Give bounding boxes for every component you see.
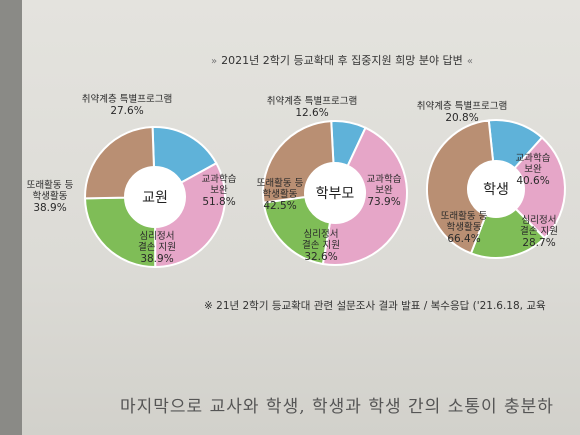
- slice-name-label: 또래활동 등: [257, 177, 304, 189]
- slice-label: 또래활동 등 학생활동 66.4%: [441, 210, 488, 245]
- slice-name-label: 또래활동 등: [441, 210, 488, 222]
- slice-name-label: 취약계층 특별프로그램: [417, 100, 507, 112]
- slice-value-label: 38.9%: [33, 202, 66, 214]
- slice-label: 심리정서 결손 지원 28.7%: [520, 215, 558, 249]
- slice-name-label: 또래활동 등: [27, 179, 74, 191]
- slice-name-label: 결손 지원: [520, 226, 558, 237]
- slice-name-label: 학생활동: [33, 190, 68, 202]
- slice-name-label: 결손 지원: [302, 240, 340, 251]
- slice-name-label: 학생활동: [263, 188, 298, 200]
- slice-value-label: 20.8%: [445, 112, 478, 124]
- slice-name-label: 보완: [210, 185, 228, 196]
- slice-label: 교과학습 보완 73.9%: [367, 174, 402, 208]
- slice-label: 취약계층 특별프로그램 12.6%: [267, 95, 357, 119]
- donut-center-label: 학생: [483, 182, 509, 198]
- body-text: 마지막으로 교사와 학생, 학생과 학생 간의 소통이 충분하: [120, 397, 554, 417]
- slice-value-label: 66.4%: [447, 233, 480, 245]
- slice-value-label: 38.9%: [140, 253, 173, 265]
- slice-label: 교과학습 보완 51.8%: [202, 174, 237, 208]
- donut-chart-2: 학부모 취약계층 특별프로그램 12.6% 교과학습 보완 73.9% 심리정서 결손 지원 3…: [257, 95, 408, 266]
- chart-title-text: 2021년 2학기 등교확대 후 집중지원 희망 분야 답변: [221, 54, 463, 67]
- slice-value-label: 12.6%: [295, 107, 328, 119]
- donut-hole: [305, 163, 365, 223]
- slice-name-label: 보완: [524, 164, 542, 175]
- slice-value-label: 73.9%: [367, 196, 400, 208]
- slice-name-label: 교과학습: [516, 153, 551, 164]
- slice-value-label: 27.6%: [110, 105, 143, 117]
- title-left-mark: »: [211, 56, 218, 67]
- slice-label: 심리정서 결손 지원 38.9%: [138, 231, 176, 265]
- slice-name-label: 결손 지원: [138, 242, 176, 253]
- slice-value-label: 51.8%: [202, 196, 235, 208]
- slice-label: 심리정서 결손 지원 32.6%: [302, 229, 340, 263]
- slice-name-label: 학생활동: [447, 221, 482, 233]
- slice-name-label: 취약계층 특별프로그램: [82, 93, 172, 105]
- slice-name-label: 교과학습: [202, 174, 237, 185]
- slice-label: 취약계층 특별프로그램 27.6%: [82, 93, 172, 117]
- title-right-mark: «: [466, 56, 473, 67]
- donut-hole: [468, 161, 524, 217]
- slice-name-label: 심리정서: [140, 231, 175, 242]
- donut-center-label: 학부모: [316, 186, 355, 202]
- slice-label: 또래활동 등 학생활동 38.9%: [27, 179, 74, 214]
- book-page: » 2021년 2학기 등교확대 후 집중지원 희망 분야 답변 « 교원 취약계층 …: [22, 0, 580, 435]
- slice-name-label: 취약계층 특별프로그램: [267, 95, 357, 107]
- slice-label: 취약계층 특별프로그램 20.8%: [417, 100, 507, 124]
- slice-value-label: 28.7%: [522, 237, 555, 249]
- slice-name-label: 심리정서: [522, 215, 557, 226]
- chart-title: » 2021년 2학기 등교확대 후 집중지원 희망 분야 답변 «: [182, 52, 502, 68]
- slice-value-label: 40.6%: [516, 175, 549, 187]
- donut-chart-3: 학생 취약계층 특별프로그램 20.8% 교과학습 보완 40.6% 심리정서 결손 지원 28…: [417, 100, 566, 259]
- slice-value-label: 42.5%: [263, 200, 296, 212]
- slice-name-label: 보완: [375, 185, 393, 196]
- donut-hole: [125, 167, 185, 227]
- slice-name-label: 심리정서: [304, 229, 339, 240]
- slice-name-label: 교과학습: [367, 174, 402, 185]
- slice-value-label: 32.6%: [304, 251, 337, 263]
- slice-label: 또래활동 등 학생활동 42.5%: [257, 177, 304, 212]
- slice-label: 교과학습 보완 40.6%: [516, 153, 551, 187]
- donut-center-label: 교원: [142, 190, 168, 206]
- footnote: ※ 21년 2학기 등교확대 관련 설문조사 결과 발표 / 복수응답 ('21…: [204, 300, 546, 312]
